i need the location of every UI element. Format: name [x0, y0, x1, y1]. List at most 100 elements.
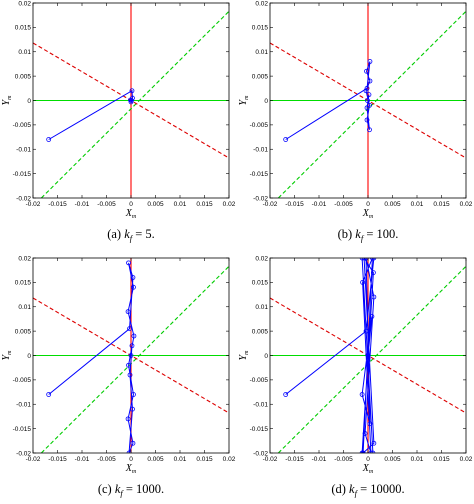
trajectory-marker [370, 270, 376, 276]
x-tick-label: -0.01 [75, 456, 90, 463]
y-axis-label-main: Y [1, 353, 12, 360]
y-tick-label: 0.005 [252, 328, 269, 335]
y-tick-label: -0.015 [250, 426, 269, 433]
trajectory-marker [131, 392, 136, 397]
trajectory-marker [364, 68, 369, 74]
reference-line-2 [40, 10, 229, 198]
y-axis-label-sub: m [244, 95, 250, 100]
x-axis-label: Xm [362, 208, 374, 220]
reference-line-2 [277, 265, 466, 453]
y-tick-label: -0.01 [253, 402, 268, 409]
trajectory-marker [371, 258, 377, 261]
trajectory-marker [364, 117, 370, 123]
x-tick-label: 0.02 [223, 201, 236, 208]
x-tick-label: 0.005 [147, 456, 164, 463]
trajectory-marker [363, 258, 369, 261]
x-axis-label: Xm [362, 463, 374, 475]
x-tick-label: 0 [129, 456, 133, 463]
y-tick-label: -0.015 [250, 171, 269, 178]
x-tick-label: 0.005 [384, 201, 401, 208]
y-axis-label-main: Y [238, 98, 249, 105]
plot-area [33, 258, 229, 453]
y-tick-label: -0.02 [253, 450, 268, 457]
y-tick-label: 0.02 [18, 0, 31, 7]
y-tick-label: 0.01 [255, 304, 268, 311]
trajectory-marker [131, 284, 136, 290]
trajectory-marker [126, 260, 131, 266]
caption-label: (d) [331, 482, 349, 496]
chart-panel-a: -0.02 -0.015 -0.01 -0.005 0 0.005 0.01 0.015 0.0… [1, 0, 236, 243]
y-tick-label: 0.01 [255, 49, 268, 56]
caption-rest: = 1000. [123, 482, 164, 496]
y-tick-label: -0.005 [13, 122, 32, 129]
x-tick-label: 0.02 [223, 456, 236, 463]
trajectory-marker [367, 78, 373, 84]
trajectory-marker [366, 92, 372, 98]
x-axis-label-main: X [362, 463, 370, 474]
y-tick-label: -0.015 [13, 426, 32, 433]
trajectory-marker [368, 450, 374, 453]
caption-rest: = 10000. [357, 482, 405, 496]
reference-line-2 [40, 265, 229, 453]
x-tick-label: 0.01 [411, 456, 424, 463]
trajectory-marker [359, 258, 365, 261]
y-axis-label: Ym [1, 350, 13, 361]
plot-area [270, 258, 466, 453]
y-tick-label: 0 [264, 98, 268, 105]
chart-panel-b: -0.02 -0.015 -0.01 -0.005 0 0.005 0.01 0.015 0.0… [238, 0, 473, 243]
trajectory-marker [367, 102, 372, 108]
trajectory-marker [130, 275, 136, 280]
caption-label: (b) [338, 227, 356, 241]
caption-rest: = 100. [363, 227, 398, 241]
x-tick-label: 0.005 [384, 456, 401, 463]
x-tick-label: -0.02 [26, 456, 41, 463]
x-tick-label: -0.01 [312, 456, 327, 463]
trajectory-marker [370, 258, 375, 261]
chart-panel-d: -0.02 -0.015 -0.01 -0.005 0 0.005 0.01 0.015 0.0… [238, 255, 473, 498]
trajectory-marker [126, 450, 132, 453]
y-tick-label: -0.005 [250, 122, 269, 129]
x-tick-label: 0.015 [433, 201, 450, 208]
caption-sub: f [355, 488, 359, 498]
y-tick-label: -0.005 [13, 377, 32, 384]
trajectory-marker [127, 372, 133, 378]
x-tick-label: -0.005 [97, 201, 116, 208]
caption-sub: f [120, 488, 124, 498]
y-tick-label: -0.02 [253, 195, 268, 202]
trajectory-marker [46, 392, 52, 397]
caption-sub: f [361, 233, 365, 243]
y-axis-label-main: Y [1, 98, 12, 105]
x-axis-label: Xm [125, 463, 137, 475]
x-tick-label: 0 [129, 201, 133, 208]
x-axis-label-sub: m [369, 214, 374, 220]
y-tick-label: -0.02 [16, 450, 31, 457]
x-tick-label: 0.02 [460, 456, 473, 463]
x-tick-label: 0.01 [411, 201, 424, 208]
x-axis-label-sub: m [132, 469, 137, 475]
x-tick-label: 0.005 [147, 201, 164, 208]
y-axis-label: Ym [238, 350, 250, 361]
trajectory-marker [125, 416, 131, 422]
y-tick-label: 0 [27, 98, 31, 105]
y-tick-label: -0.02 [16, 195, 31, 202]
x-tick-label: -0.01 [75, 201, 90, 208]
y-tick-label: -0.01 [16, 402, 31, 409]
caption-rest: = 5. [132, 227, 155, 241]
y-tick-label: 0.015 [15, 280, 32, 287]
x-tick-label: -0.02 [263, 201, 278, 208]
x-tick-label: -0.02 [26, 201, 41, 208]
trajectory-marker [126, 362, 131, 368]
trajectory-marker [359, 392, 365, 397]
y-tick-label: 0 [264, 353, 268, 360]
trajectory-marker [367, 59, 373, 64]
y-tick-label: 0.015 [252, 25, 269, 32]
y-tick-label: 0.02 [18, 255, 31, 262]
x-axis-label-sub: m [132, 214, 137, 220]
y-tick-label: 0.02 [255, 0, 268, 7]
trajectory-marker [367, 421, 373, 427]
x-tick-label: 0.01 [174, 456, 187, 463]
x-axis-label: Xm [125, 208, 137, 220]
x-axis-label-main: X [362, 208, 370, 219]
y-tick-label: 0.01 [18, 304, 31, 311]
